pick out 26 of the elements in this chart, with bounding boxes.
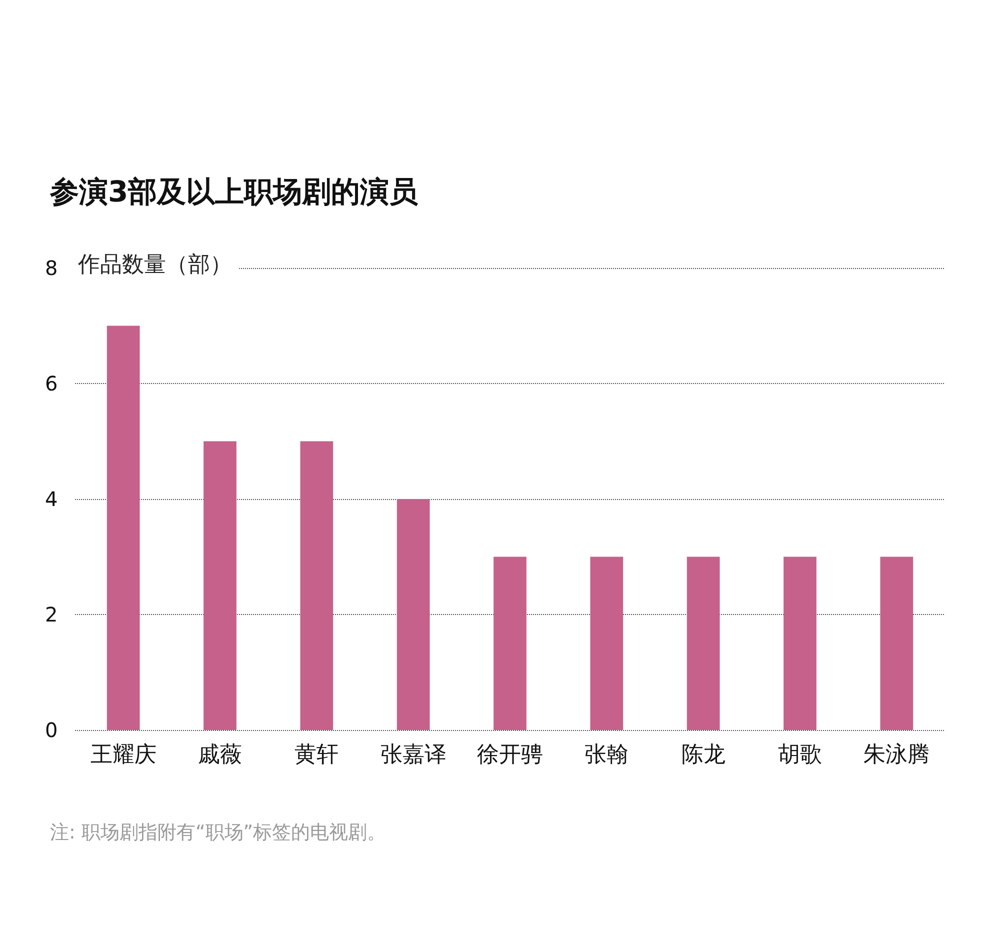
x-tick-label: 朱泳腾 [864,742,930,768]
x-tick-label: 王耀庆 [90,742,156,768]
bar [784,556,816,730]
bar [300,441,334,730]
y-tick-label: 6 [45,372,58,396]
x-tick-label: 戚薇 [198,742,242,768]
text: 注: 职场剧指附有“职场”标签的电视剧。 [50,822,386,844]
x-tick-label: 徐开骋 [477,742,543,768]
bar [106,326,140,730]
bar [880,556,914,730]
x-tick-label: 黄轩 [294,742,339,768]
y-axis-title: 作品数量（部） [77,252,232,278]
y-tick-label: 8 [45,256,58,280]
x-tick-label: 张嘉译 [380,742,446,768]
bar [590,556,624,730]
y-tick-label: 0 [45,718,58,742]
chart-title: 参演3部及以上职场剧的演员 [49,174,420,208]
x-tick-label: 陈龙 [681,742,726,768]
bar [396,499,430,730]
y-tick-label: 2 [45,602,58,626]
bar [204,441,236,730]
bar [494,556,526,730]
x-tick-label: 胡歌 [778,742,822,768]
bar [686,556,720,730]
y-tick-label: 4 [45,487,58,511]
x-tick-label: 张翰 [584,742,629,768]
